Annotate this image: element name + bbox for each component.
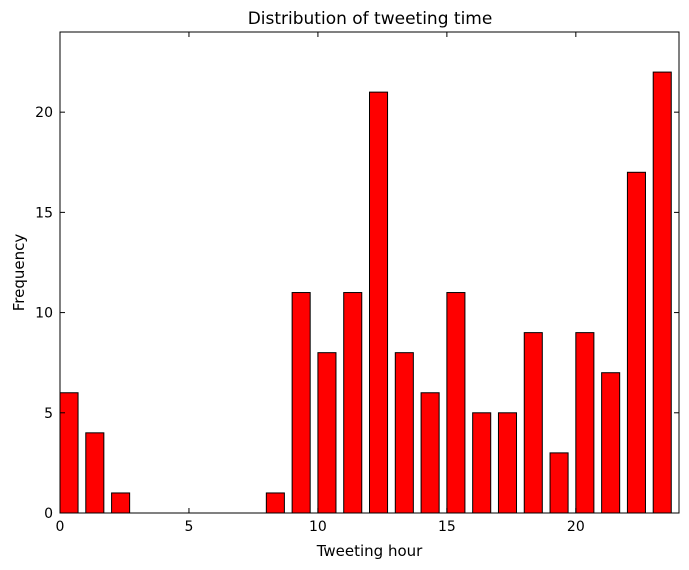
bar-hour-15 bbox=[446, 292, 466, 514]
bar-hour-2 bbox=[111, 492, 131, 514]
y-tick-label-5: 5 bbox=[44, 406, 53, 422]
bar-hour-21 bbox=[601, 372, 621, 514]
chart-title: Distribution of tweeting time bbox=[248, 9, 493, 29]
bar-hour-16 bbox=[472, 412, 492, 514]
bar-hour-17 bbox=[497, 412, 518, 514]
bar-hour-0 bbox=[59, 392, 79, 514]
x-tick-label-10: 10 bbox=[309, 519, 327, 535]
x-tick-label-20: 20 bbox=[567, 519, 585, 535]
x-axis-label: Tweeting hour bbox=[316, 542, 423, 560]
y-axis-label: Frequency bbox=[10, 234, 28, 312]
plot-frame bbox=[59, 31, 680, 514]
y-tick-label-20: 20 bbox=[35, 105, 53, 121]
bar-hour-13 bbox=[394, 352, 414, 514]
bar-hour-10 bbox=[317, 352, 337, 514]
x-tick-label-15: 15 bbox=[438, 519, 456, 535]
bar-hour-11 bbox=[343, 292, 363, 514]
bar-hour-1 bbox=[85, 432, 105, 514]
bar-hour-8 bbox=[265, 492, 285, 514]
x-tick-label-5: 5 bbox=[184, 519, 193, 535]
bar-hour-23 bbox=[652, 71, 672, 514]
bar-hour-9 bbox=[291, 292, 311, 514]
bar-hour-14 bbox=[420, 392, 440, 514]
y-tick-label-15: 15 bbox=[35, 205, 53, 221]
bar-hour-18 bbox=[523, 332, 543, 514]
ticks-group: 0 5 10 15 20 0 5 10 15 20 bbox=[35, 32, 679, 535]
y-tick-label-10: 10 bbox=[35, 306, 53, 322]
bar-hour-22 bbox=[626, 171, 646, 514]
x-tick-label-0: 0 bbox=[56, 519, 65, 535]
bar-hour-19 bbox=[549, 452, 569, 514]
bars-group bbox=[59, 71, 672, 514]
bar-hour-12 bbox=[369, 91, 389, 514]
y-tick-label-0: 0 bbox=[44, 506, 53, 522]
bar-hour-20 bbox=[575, 332, 595, 514]
